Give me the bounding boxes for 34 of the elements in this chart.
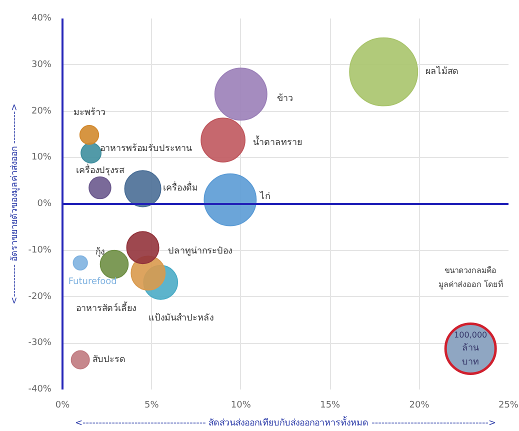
y-tick-label: 20% [31,106,52,116]
x-tick-label: 10% [230,400,252,410]
series-label: อาหารสัตว์เลี้ยง [76,301,136,314]
y-tick-label: 40% [31,14,52,24]
series-label: Futurefood [68,276,117,287]
y-tick-label: 10% [31,152,52,163]
series-label: น้ำตาลทราย [253,135,302,148]
series-label: เครื่องดื่ม [162,180,198,194]
x-tick-label: 5% [144,400,160,410]
x-tick-label: 20% [409,400,430,410]
y-tick-label: -40% [28,384,52,394]
series-label: ปลาทูน่ากระป๋อง [168,246,232,257]
y-tick-label: -10% [28,245,52,256]
series-label: ข้าว [276,93,293,104]
y-tick-label: -20% [28,292,52,302]
series-label: แป้งมันสำปะหลัง [148,312,214,324]
series-label: ไก่ [259,190,270,202]
series-label: อาหารพร้อมรับประทาน [100,142,192,154]
x-axis-title: <-------------------------------------- สัดส่วนส่งออกเทียบกับส่งออกอาหารทั้งหมด ------------------------------------> [74,416,496,428]
x-tick-label: 0% [55,400,70,410]
series-label: เครื่องปรุงรส [76,162,125,176]
legend-label: 100,000 ล้าน บาท [454,330,488,368]
y-tick-label: 0% [37,199,52,209]
annotation: ขนาดวงกลมคือ [444,266,497,276]
series-label: สับปะรด [92,354,126,365]
annotation: มูลค่าส่งออก โดยที่ [438,278,503,290]
series-label: ผลไม้สด [426,66,459,77]
y-axis-title: <---------- อัตราขยายตัวของมูลค่าส่งออก ----------> [10,104,20,304]
y-tick-label: -30% [28,338,52,348]
series-label: กุ้ง [96,246,105,258]
x-tick-label: 15% [320,400,341,410]
y-tick-label: 30% [31,60,52,70]
x-tick-label: 25% [498,400,519,410]
series-label: มะพร้าว [73,106,106,118]
